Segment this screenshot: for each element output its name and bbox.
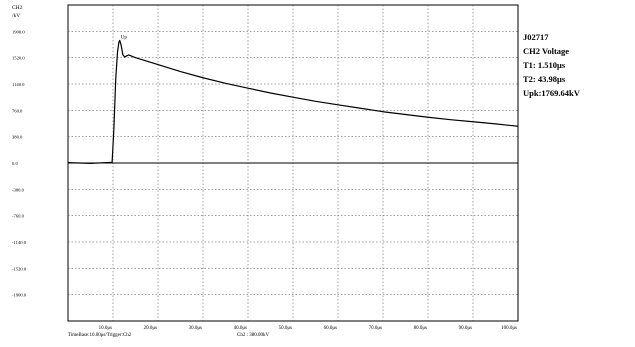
y-tick-label: 1900.0 [12,29,25,34]
peak-annotation: Up [121,35,128,40]
unit-label: /kV [12,13,20,19]
y-tick-label: 380.0 [12,135,23,140]
y-tick-label: 1520.0 [12,56,25,61]
x-tick-label: 50.0μs [279,326,292,331]
x-tick-label: 10.0μs [99,326,112,331]
channel-scale-label: Ch2 : 380.00kV [237,333,270,338]
voltage-waveform [67,39,519,164]
y-tick-label: -380.0 [12,187,25,192]
y-tick-label: -1520.0 [12,266,27,271]
t2-value: T2: 43.98μs [523,74,566,84]
y-axis: 1900.0 1520.0 1140.0 760.0 380.0 0.0 -380.0 -76… [12,29,27,297]
x-tick-label: 60.0μs [324,326,337,331]
x-tick-label: 20.0μs [144,326,157,331]
timebase-label: TimeBase:10.00μs/Trigger:Ch2 [68,333,132,338]
channel-label: CH2 [12,5,23,11]
series-layer: Up [67,35,519,164]
y-tick-label: 1140.0 [12,82,25,87]
channel-name: CH2 Voltage [523,46,570,56]
t1-value: T1: 1.510μs [523,60,566,70]
upk-value: Upk:1769.64kV [523,88,580,98]
x-tick-label: 100.0μs [501,326,517,331]
measurement-readout: J02717 CH2 Voltage T1: 1.510μs T2: 43.98… [523,30,580,100]
y-tick-label: -1140.0 [12,240,27,245]
y-tick-label: -760.0 [12,214,25,219]
record-id: J02717 [523,32,549,42]
x-tick-label: 80.0μs [414,326,427,331]
y-tick-label: 0.0 [12,161,18,166]
x-axis: 10.0μs 20.0μs 30.0μs 40.0μs 50.0μs 60.0μs 70.0… [99,326,517,331]
y-tick-label: -1900.0 [12,293,27,298]
x-tick-label: 40.0μs [234,326,247,331]
grid [68,5,518,321]
x-tick-label: 70.0μs [369,326,382,331]
y-tick-label: 760.0 [12,108,23,113]
x-tick-label: 30.0μs [189,326,202,331]
x-tick-label: 90.0μs [459,326,472,331]
